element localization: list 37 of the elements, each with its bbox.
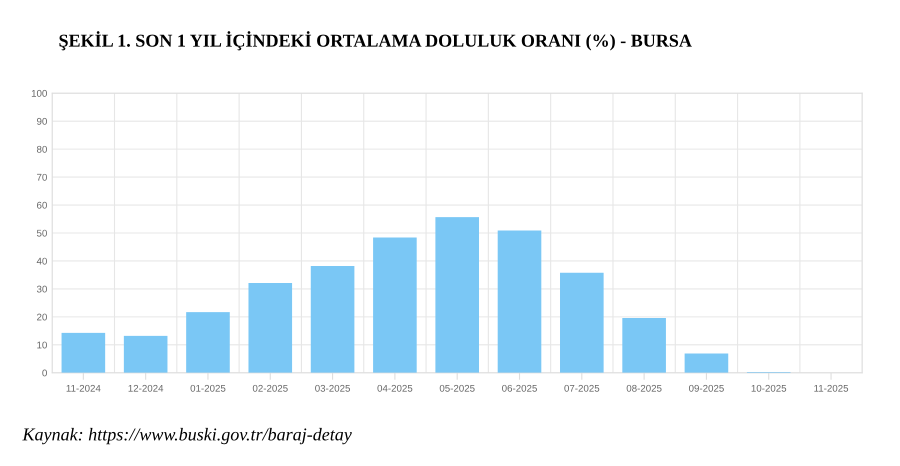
x-tick-label: 09-2025 (688, 384, 724, 392)
y-tick-label: 60 (37, 202, 47, 209)
x-tick-label: 12-2024 (128, 384, 164, 392)
y-tick-label: 70 (37, 174, 47, 181)
y-tick-label: 0 (42, 370, 47, 376)
y-tick-label: 40 (36, 258, 47, 265)
x-tick-label: 07-2025 (564, 384, 600, 392)
x-tick-label: 03-2025 (315, 384, 350, 392)
x-tick-label: 08-2025 (626, 384, 662, 392)
x-tick-label: 04-2025 (377, 384, 412, 392)
bar (373, 237, 417, 373)
y-tick-label: 10 (37, 342, 47, 348)
text: Kaynak: https://www.buski.gov.tr/baraj-detay (22, 428, 352, 444)
x-tick-label: 11-2024 (66, 384, 101, 392)
y-tick-label: 50 (36, 230, 47, 237)
y-tick-label: 20 (37, 314, 47, 320)
y-tick-label: 80 (36, 146, 47, 153)
chart-title: ŞEKİL 1. SON 1 YIL İÇİNDEKİ ORTALAMA DOLULUK ORANI (%) - BURSA (59, 31, 692, 50)
bar (62, 332, 106, 373)
x-tick-label: 01-2025 (190, 384, 226, 392)
bar (498, 230, 542, 373)
bar (248, 283, 292, 373)
x-tick-label: 10-2025 (752, 384, 786, 392)
bar (560, 272, 604, 373)
x-tick-label: 11-2025 (814, 384, 848, 392)
x-tick-label: 06-2025 (502, 384, 537, 392)
bar (435, 217, 480, 373)
bar (186, 312, 230, 373)
bar (310, 266, 354, 373)
y-tick-label: 90 (36, 118, 47, 125)
bar (684, 354, 728, 373)
bar (622, 318, 666, 373)
bar (124, 336, 168, 373)
y-tick-label: 30 (36, 286, 47, 293)
x-tick-label: 05-2025 (440, 384, 475, 392)
y-tick-label: 100 (32, 90, 47, 97)
x-tick-label: 02-2025 (252, 384, 288, 392)
